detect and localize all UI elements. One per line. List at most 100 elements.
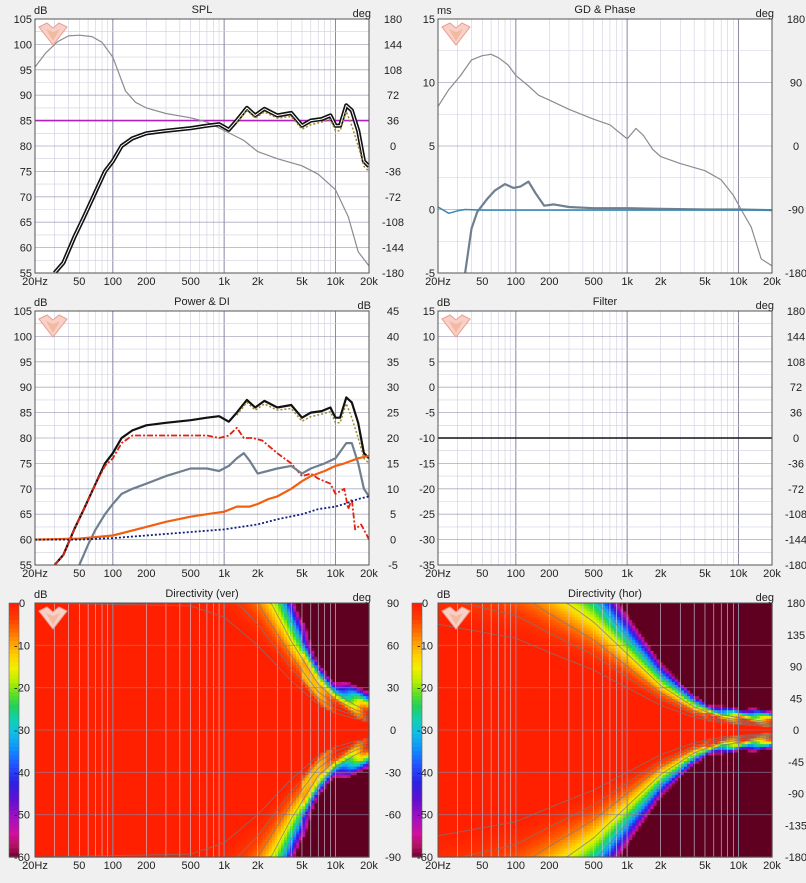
left-tick-label: 85 [20,116,32,128]
left-tick-label: -15 [419,458,435,470]
left-tick-label: 60 [20,243,32,255]
x-tick-label: 20k [360,568,378,580]
x-tick-label: 2k [655,568,667,580]
left-tick-label: 0 [429,205,435,217]
left-tick-label: 100 [14,39,32,51]
x-tick-label: 2k [655,276,667,288]
left-tick-label: 105 [14,14,32,26]
x-tick-label: 10k [730,568,748,580]
x-tick-label: 1k [218,276,230,288]
left-tick-label: -10 [419,433,435,445]
right-tick-label: 25 [387,408,399,420]
left-tick-label: -30 [419,535,435,547]
left-tick-label: 75 [20,166,32,178]
x-tick-label: 20Hz [425,276,451,288]
left-unit-label: dB [34,5,47,17]
right-tick-label: 108 [384,65,402,77]
right-tick-label: -144 [785,535,806,547]
left-tick-label: 60 [20,535,32,547]
x-tick-label: 100 [507,568,525,580]
right-tick-label: 30 [387,382,399,394]
left-unit-label: ms [437,5,452,17]
right-tick-label: -180 [785,268,806,280]
grid [35,19,369,273]
left-tick-label: 100 [14,331,32,343]
left-unit-label: dB [437,297,450,309]
right-tick-label: 0 [390,141,396,153]
x-tick-label: 20k [360,276,378,288]
right-tick-label: -36 [788,458,804,470]
left-tick-label: 0 [429,382,435,394]
right-tick-label: 36 [790,408,802,420]
x-tick-label: 20Hz [22,276,48,288]
right-tick-label: 40 [387,331,399,343]
x-tick-label: 200 [137,276,155,288]
left-tick-label: 15 [423,14,435,26]
left-tick-label: 5 [429,141,435,153]
x-tick-label: 1k [621,568,633,580]
x-tick-label: 50 [476,276,488,288]
x-tick-label: 200 [137,568,155,580]
x-tick-label: 1k [218,568,230,580]
x-tick-label: 10k [327,276,345,288]
right-unit-label: deg [756,300,774,312]
x-tick-label: 500 [584,276,602,288]
right-tick-label: -180 [382,268,404,280]
right-tick-label: -36 [385,166,401,178]
grid [35,311,369,565]
right-tick-label: 180 [384,14,402,26]
right-tick-label: 45 [387,306,399,318]
right-tick-label: 20 [387,433,399,445]
x-tick-label: 100 [104,276,122,288]
right-tick-label: 108 [787,357,805,369]
x-tick-label: 20Hz [22,568,48,580]
left-tick-label: 80 [20,433,32,445]
right-tick-label: -90 [788,205,804,217]
x-tick-label: 500 [181,568,199,580]
left-tick-label: 65 [20,217,32,229]
x-tick-label: 50 [73,568,85,580]
left-tick-label: 75 [20,458,32,470]
right-tick-label: 90 [790,78,802,90]
x-tick-label: 50 [73,276,85,288]
right-tick-label: 0 [793,141,799,153]
x-tick-label: 200 [540,276,558,288]
chart-title: SPL [192,4,213,16]
left-tick-label: -5 [425,408,435,420]
right-unit-label: deg [353,8,371,20]
left-tick-label: 10 [423,78,435,90]
left-tick-label: 95 [20,357,32,369]
right-tick-label: 180 [787,306,805,318]
left-tick-label: 70 [20,484,32,496]
left-unit-label: dB [34,297,47,309]
left-tick-label: -25 [419,509,435,521]
x-tick-label: 5k [296,568,308,580]
right-unit-label: dB [358,300,371,312]
right-tick-label: 10 [387,484,399,496]
x-tick-label: 100 [104,568,122,580]
left-tick-label: 5 [429,357,435,369]
left-tick-label: -20 [419,484,435,496]
right-tick-label: 36 [387,116,399,128]
x-tick-label: 100 [507,276,525,288]
x-tick-label: 500 [181,276,199,288]
right-tick-label: 180 [787,14,805,26]
x-tick-label: 10k [327,568,345,580]
x-tick-label: 20Hz [425,568,451,580]
right-unit-label: deg [756,8,774,20]
chart-title: Power & DI [174,296,230,308]
x-tick-label: 20k [763,568,781,580]
x-tick-label: 5k [699,276,711,288]
right-tick-label: 144 [384,39,402,51]
x-tick-label: 50 [476,568,488,580]
left-tick-label: 90 [20,382,32,394]
left-tick-label: 70 [20,192,32,204]
right-tick-label: -72 [385,192,401,204]
right-tick-label: 35 [387,357,399,369]
x-tick-label: 10k [730,276,748,288]
